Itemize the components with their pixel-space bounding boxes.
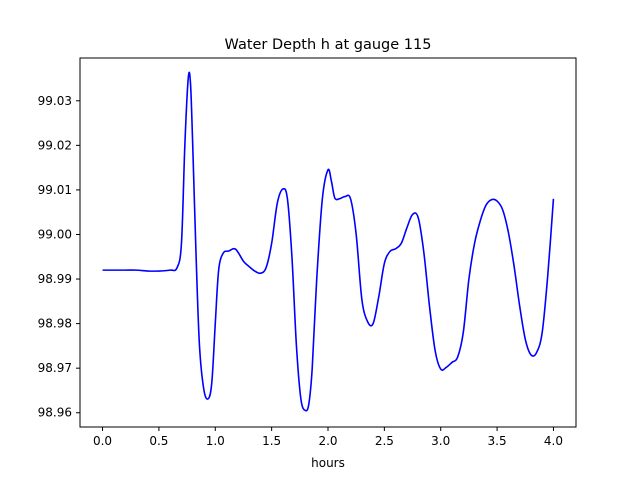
- x-tick-label: 2.0: [318, 434, 337, 448]
- y-tick-label: 98.97: [38, 361, 72, 375]
- y-tick-label: 99.00: [38, 227, 72, 241]
- y-tick-label: 99.03: [38, 94, 72, 108]
- x-tick-label: 0.5: [149, 434, 168, 448]
- x-tick-label: 3.5: [488, 434, 507, 448]
- x-tick-label: 4.0: [544, 434, 563, 448]
- y-tick-label: 99.02: [38, 138, 72, 152]
- series-line-0: [102, 71, 555, 412]
- x-tick-label: 0.0: [93, 434, 112, 448]
- x-axis-ticks: 0.0 0.5 1.0 1.5 2.0 2.5 3.0 3.5 4.0: [93, 427, 563, 448]
- x-tick-label: 2.5: [375, 434, 394, 448]
- y-tick-label: 98.98: [38, 317, 72, 331]
- y-tick-label: 98.96: [38, 406, 72, 420]
- x-tick-label: 1.5: [262, 434, 281, 448]
- y-tick-label: 98.99: [38, 272, 72, 286]
- y-axis-ticks: 98.96 98.97 98.98 98.99 99.00 99.01 99.02 99.03: [38, 94, 80, 420]
- x-tick-label: 1.0: [206, 434, 225, 448]
- y-tick-label: 99.01: [38, 183, 72, 197]
- chart-title: Water Depth h at gauge 115: [225, 37, 432, 53]
- x-tick-label: 3.0: [431, 434, 450, 448]
- x-axis-label: hours: [311, 456, 345, 470]
